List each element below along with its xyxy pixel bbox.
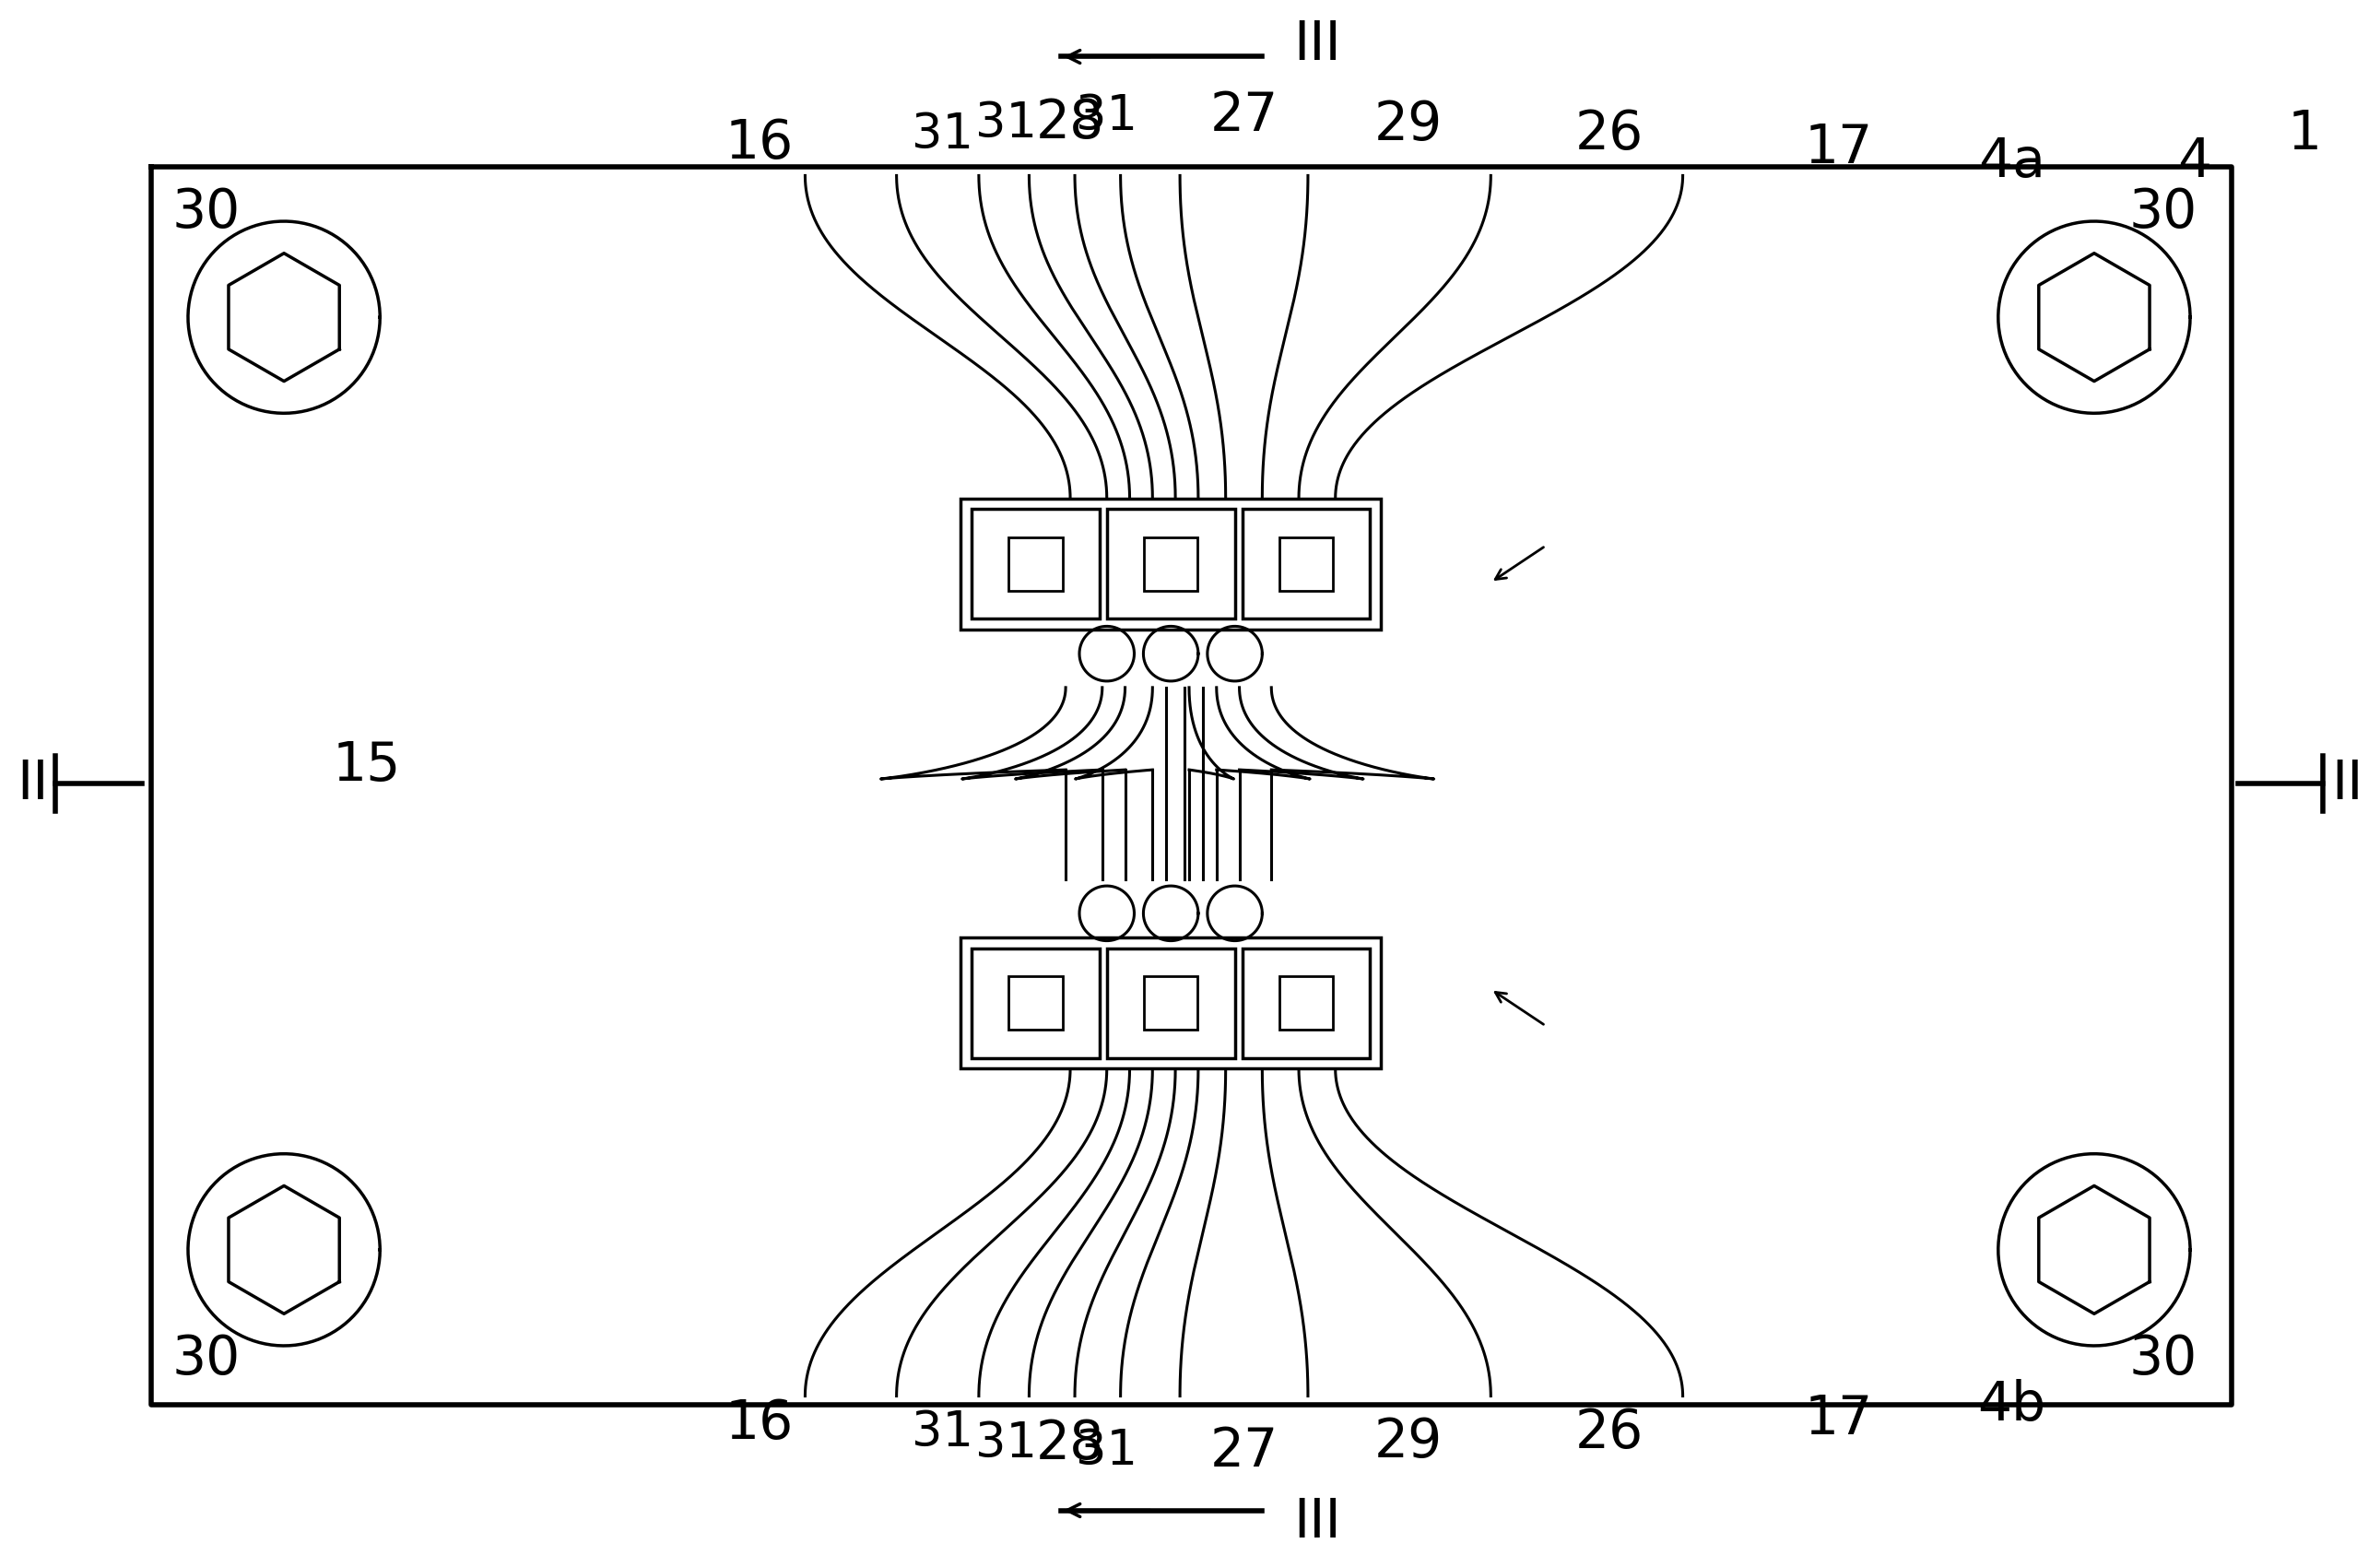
Text: 26: 26 (1576, 1406, 1645, 1459)
Bar (1107, 948, 1235, 1058)
Text: 4a: 4a (1978, 136, 2044, 188)
Text: 31: 31 (1076, 92, 1138, 139)
Text: II: II (17, 757, 48, 810)
Text: 17: 17 (1804, 1393, 1873, 1445)
Text: 28: 28 (1035, 1417, 1104, 1470)
Text: 16: 16 (726, 1398, 793, 1449)
Bar (1107, 509, 1235, 619)
Text: 16: 16 (726, 118, 793, 169)
Bar (1009, 537, 1061, 591)
Bar (1145, 537, 1197, 591)
Text: 27: 27 (1209, 89, 1278, 143)
Text: II: II (2332, 757, 2363, 810)
Text: 28: 28 (1035, 97, 1104, 150)
Bar (1145, 976, 1197, 1030)
Text: 31: 31 (912, 1409, 973, 1457)
Text: 29: 29 (1373, 99, 1442, 152)
Text: 30: 30 (2128, 186, 2197, 238)
Bar (962, 498, 1380, 630)
Bar (1009, 976, 1061, 1030)
Text: 1: 1 (2287, 108, 2320, 161)
Text: 30: 30 (171, 186, 240, 238)
Text: 31: 31 (976, 99, 1038, 147)
Text: 4: 4 (2178, 136, 2211, 188)
Bar (971, 509, 1100, 619)
Bar (971, 948, 1100, 1058)
Text: 29: 29 (1373, 1415, 1442, 1468)
Text: 30: 30 (2128, 1334, 2197, 1385)
Text: 31: 31 (976, 1420, 1038, 1468)
Text: III: III (1292, 19, 1340, 71)
Text: 27: 27 (1209, 1424, 1278, 1478)
Text: 31: 31 (1076, 1428, 1138, 1475)
Bar (1278, 976, 1333, 1030)
Text: 17: 17 (1804, 122, 1873, 174)
Text: 30: 30 (171, 1334, 240, 1385)
Text: III: III (1292, 1496, 1340, 1548)
Bar (962, 937, 1380, 1069)
Text: 15: 15 (331, 740, 400, 791)
Text: 4b: 4b (1978, 1379, 2047, 1431)
Text: 31: 31 (912, 110, 973, 158)
Bar (1278, 537, 1333, 591)
Bar (1242, 948, 1371, 1058)
Text: 26: 26 (1576, 108, 1645, 161)
Bar (1242, 509, 1371, 619)
